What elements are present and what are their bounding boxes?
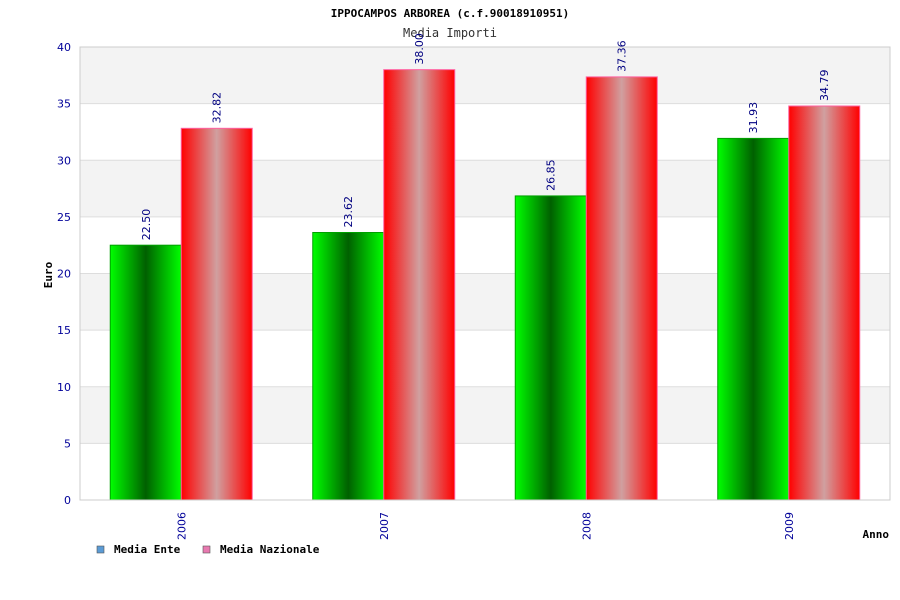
x-tick-label: 2009 bbox=[783, 512, 796, 540]
chart-subtitle: Media Importi bbox=[403, 26, 497, 40]
y-tick-label: 20 bbox=[57, 268, 71, 281]
bar-media-ente-2007 bbox=[312, 232, 385, 501]
bar-value-label: 22.50 bbox=[140, 209, 153, 241]
plot-frame bbox=[79, 46, 891, 501]
bar-value-label: 38.00 bbox=[413, 33, 426, 65]
y-tick-label: 0 bbox=[64, 494, 71, 507]
bar-value-label: 31.93 bbox=[747, 102, 760, 134]
bar-media-nazionale-2008 bbox=[585, 76, 658, 501]
y-tick-label: 10 bbox=[57, 381, 71, 394]
legend-swatch-media-ente bbox=[96, 545, 105, 554]
y-axis-label: Euro bbox=[42, 261, 55, 288]
x-tick-label: 2007 bbox=[378, 512, 391, 540]
bar-media-nazionale-2006 bbox=[180, 127, 253, 501]
x-axis-label: Anno bbox=[863, 528, 890, 541]
y-tick-label: 5 bbox=[64, 437, 71, 450]
bar-media-nazionale-2007 bbox=[383, 69, 456, 501]
bar-value-label: 23.62 bbox=[342, 196, 355, 228]
x-tick-label: 2006 bbox=[175, 512, 188, 540]
y-tick-label: 40 bbox=[57, 41, 71, 54]
legend-label-media-ente: Media Ente bbox=[114, 543, 181, 556]
y-tick-label: 35 bbox=[57, 98, 71, 111]
plot-band bbox=[80, 47, 890, 104]
bar-value-labels: 22.50 32.82 23.62 38.00 26.85 37.36 31.93 34.79 bbox=[140, 33, 832, 240]
bar-value-label: 34.79 bbox=[818, 70, 831, 102]
y-tick-label: 30 bbox=[57, 154, 71, 167]
x-axis-ticks: 2006 2007 2008 2009 bbox=[175, 512, 796, 540]
x-tick-label: 2008 bbox=[580, 512, 593, 540]
legend-label-media-nazionale: Media Nazionale bbox=[220, 543, 320, 556]
bar-media-ente-2008 bbox=[514, 195, 587, 501]
bar-media-ente-2009 bbox=[717, 137, 790, 501]
y-axis-ticks: 0 5 10 15 20 25 30 35 40 bbox=[57, 41, 71, 507]
bar-media-nazionale-2009 bbox=[788, 105, 861, 501]
y-tick-label: 25 bbox=[57, 211, 71, 224]
bar-value-label: 26.85 bbox=[545, 159, 558, 191]
bars bbox=[109, 69, 861, 501]
chart-title: IPPOCAMPOS ARBOREA (c.f.90018910951) bbox=[331, 7, 569, 20]
bar-media-ente-2006 bbox=[109, 244, 182, 501]
legend: Media Ente Media Nazionale bbox=[96, 543, 320, 556]
bar-value-label: 37.36 bbox=[616, 40, 629, 72]
bar-value-label: 32.82 bbox=[211, 92, 224, 124]
y-tick-label: 15 bbox=[57, 324, 71, 337]
legend-swatch-media-nazionale bbox=[202, 545, 211, 554]
